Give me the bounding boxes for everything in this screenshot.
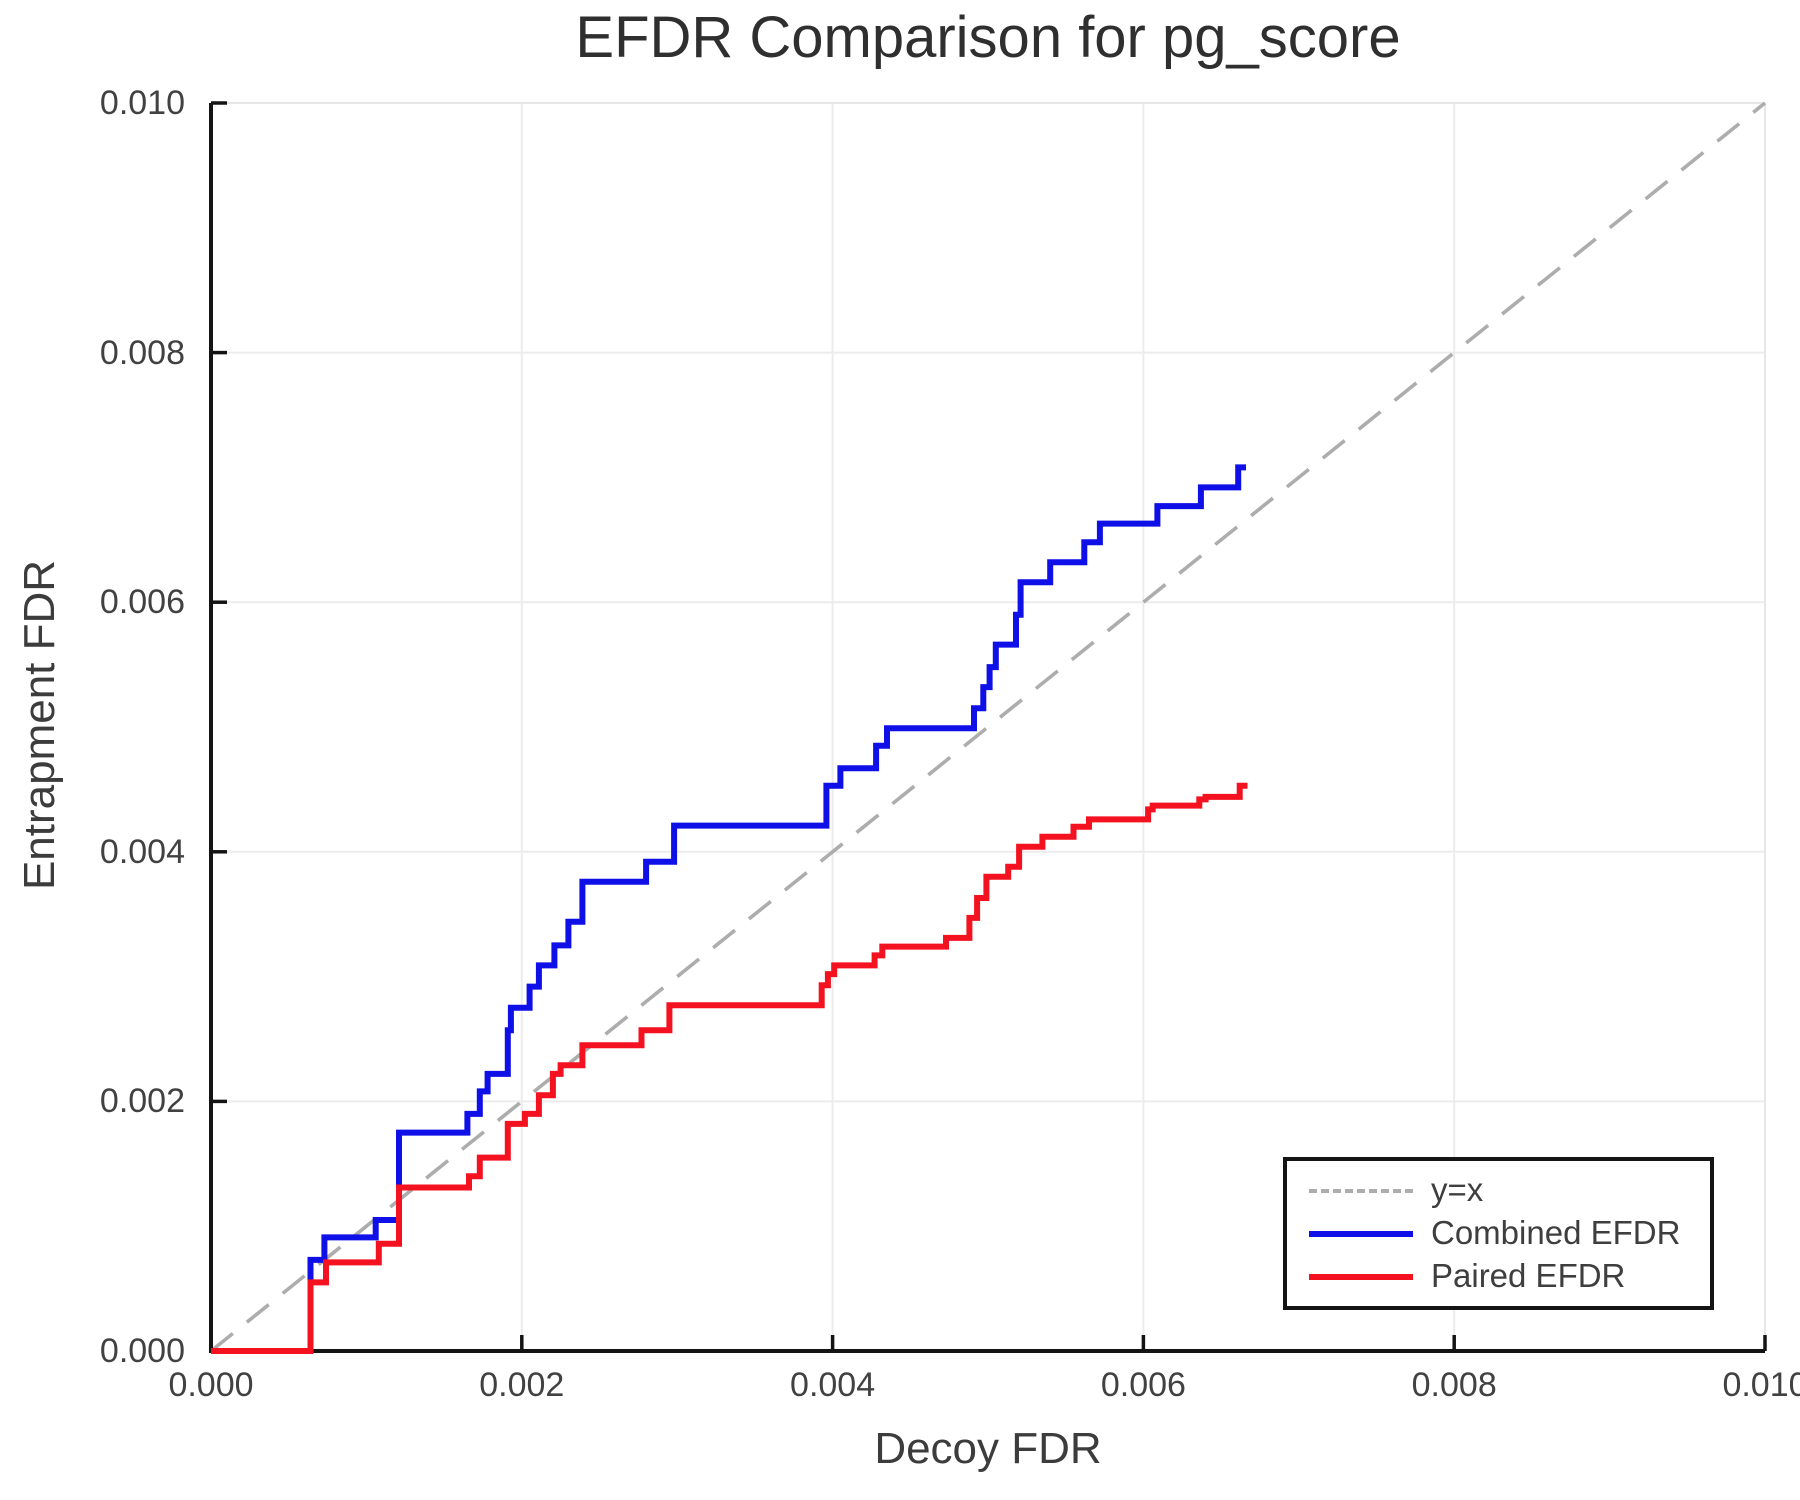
x-tick-label-5: 0.010: [1722, 1366, 1800, 1404]
x-tick-label-2: 0.004: [790, 1366, 876, 1404]
legend-blue-line-sample: [1309, 1230, 1413, 1237]
legend-label-reference: y=x: [1431, 1171, 1484, 1209]
y-tick-label-4: 0.008: [99, 333, 185, 372]
x-tick-label-4: 0.008: [1411, 1366, 1497, 1404]
combined-efdr-line: [211, 464, 1246, 1354]
legend-label-combined-efdr: Combined EFDR: [1431, 1214, 1681, 1252]
legend-item-combined-efdr: Combined EFDR: [1309, 1215, 1710, 1253]
y-tick-label-2: 0.004: [99, 832, 185, 871]
x-tick-label-0: 0.000: [168, 1366, 254, 1404]
legend: y=x Combined EFDR Paired EFDR: [1283, 1157, 1714, 1310]
y-tick-label-0: 0.000: [99, 1332, 185, 1370]
x-tick-label-1: 0.002: [479, 1366, 565, 1404]
x-axis-label: Decoy FDR: [874, 1424, 1102, 1473]
legend-red-line-sample: [1309, 1273, 1413, 1280]
legend-label-paired-efdr: Paired EFDR: [1431, 1257, 1626, 1295]
paired-efdr-line: [211, 782, 1248, 1354]
x-tick-label-3: 0.006: [1100, 1366, 1186, 1404]
y-tick-label-3: 0.006: [99, 583, 185, 622]
y-tick-label-5: 0.010: [99, 84, 185, 122]
legend-item-paired-efdr: Paired EFDR: [1309, 1258, 1710, 1296]
y-tick-label-1: 0.002: [99, 1082, 185, 1121]
legend-dashed-line-sample: [1309, 1188, 1413, 1193]
legend-item-reference: y=x: [1309, 1172, 1710, 1210]
chart-title: EFDR Comparison for pg_score: [575, 5, 1401, 70]
y-equals-x-reference-line: [209, 101, 1767, 1353]
